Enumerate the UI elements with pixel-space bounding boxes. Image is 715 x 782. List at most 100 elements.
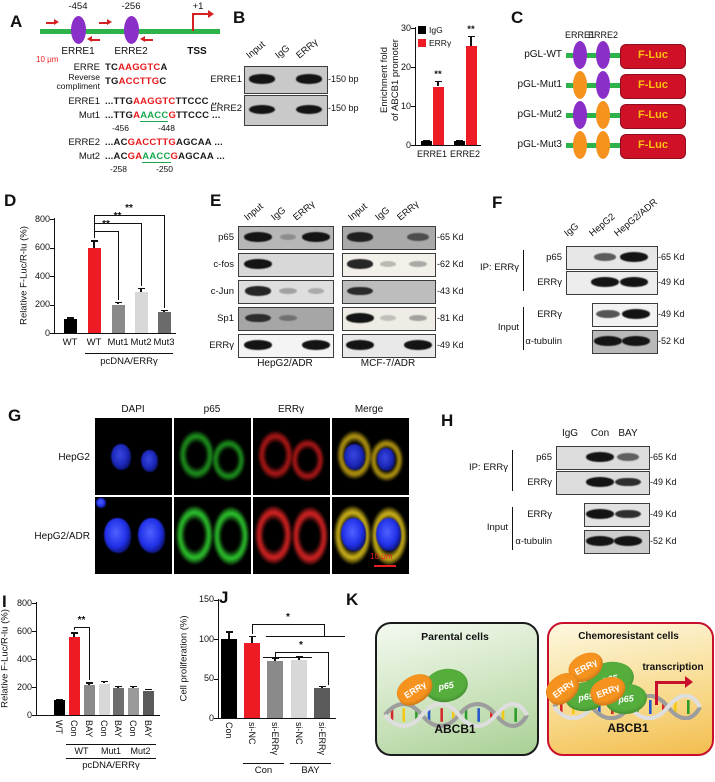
- y-tick: [214, 678, 218, 680]
- sequence: ...ACGACCTTGAGCAA ...: [105, 137, 223, 148]
- error-bar: [274, 657, 276, 661]
- blot-band: [614, 477, 642, 487]
- sig-label: **: [102, 219, 110, 230]
- construct-header: ERRE1: [564, 30, 595, 40]
- bar: [221, 639, 237, 718]
- sig-bracket: [252, 624, 325, 626]
- blot-band: [622, 309, 650, 319]
- y-axis: [218, 599, 220, 720]
- y-tick-label: 150: [198, 594, 214, 605]
- blot-size-label: -150 bp: [328, 74, 359, 84]
- blot-band: [586, 536, 614, 546]
- error-bar-cap: [467, 35, 475, 37]
- x-tick-label: Mut3: [153, 337, 175, 348]
- blot-row-label: ERRE1: [210, 74, 242, 85]
- group-label: pcDNA/ERRγ: [82, 760, 140, 771]
- bar: [157, 311, 171, 333]
- x-tick-label: Mut2: [130, 337, 152, 348]
- erre1-oval: [71, 16, 86, 44]
- blot-size-label: -62 Kd: [437, 259, 464, 269]
- primer-reverse-icon-head: [87, 36, 92, 42]
- y-tick-label: 400: [34, 270, 50, 281]
- seq-segment: TTCCC ...: [176, 110, 221, 121]
- if-image-HepG2/ADR-ERRγ: [253, 497, 330, 574]
- y-tick-label: 50: [203, 673, 214, 684]
- y-tick: [50, 333, 54, 335]
- group-underline: [243, 763, 284, 765]
- y-tick-label: 20: [400, 61, 411, 72]
- cell-nucleus: [104, 518, 131, 553]
- panel-label-F: F: [492, 193, 503, 212]
- blot-band: [620, 252, 648, 262]
- group-underline: [290, 763, 331, 765]
- y-tick: [32, 715, 36, 717]
- seq-segment: TTCCC ...: [175, 96, 221, 107]
- blot-band: [346, 286, 374, 296]
- y-tick-label: 30: [400, 22, 411, 33]
- blot-row-label: α-tubulin: [515, 536, 552, 547]
- blot-band: [279, 287, 297, 295]
- blot-band: [404, 340, 432, 350]
- group-underline: [66, 758, 156, 760]
- blot-band: [244, 340, 272, 350]
- seq-position: -250: [156, 164, 174, 174]
- y-tick: [214, 639, 218, 641]
- x-tick-label: BAY: [143, 720, 153, 738]
- error-bar-cap: [114, 301, 122, 304]
- y-tick: [214, 718, 218, 720]
- panel-label-G: G: [8, 406, 22, 425]
- parental-cells-title: Parental cells: [421, 631, 489, 643]
- blot-band: [346, 259, 374, 269]
- error-bar-cap: [248, 636, 256, 638]
- seq-segment: ACCTTG: [118, 76, 160, 87]
- sig-bracket: [141, 223, 143, 287]
- construct-line: [566, 83, 622, 88]
- cell-nucleus: [138, 518, 165, 553]
- luciferase-label: F-Luc: [638, 139, 668, 151]
- bar: [98, 683, 110, 715]
- panel-label-I: I: [2, 592, 7, 611]
- x-tick-label: si-ERRγ: [317, 722, 327, 755]
- seq-position: -456: [112, 123, 130, 133]
- bar: [314, 688, 330, 718]
- sig-bracket: [266, 636, 345, 638]
- bar: [453, 141, 465, 145]
- seq-row-label: Mut2: [78, 151, 100, 162]
- blot-row-label: ERRγ: [527, 509, 552, 520]
- x-tick-label: Con: [128, 720, 138, 737]
- bar: [87, 247, 101, 333]
- group-label: WT: [74, 746, 89, 756]
- y-tick: [50, 276, 54, 278]
- erre2-position: -256: [121, 1, 141, 12]
- error-bar-cap: [160, 309, 168, 312]
- error-bar-cap: [70, 632, 78, 634]
- y-tick: [411, 106, 415, 108]
- blot-band: [586, 477, 614, 487]
- blot-band: [409, 314, 427, 322]
- cell-nucleus: [377, 448, 395, 471]
- y-tick: [214, 599, 218, 602]
- group-label: Mut2: [130, 746, 151, 756]
- sig-bracket: [275, 652, 277, 658]
- bar: [83, 684, 95, 715]
- luciferase-label: F-Luc: [638, 109, 668, 121]
- x-tick-label: Mut1: [107, 337, 129, 348]
- sequence: ...TTGAAGGTCTTCCC ...: [105, 96, 220, 107]
- scale-bar: [374, 565, 396, 567]
- purple-erre-oval: [596, 41, 610, 69]
- bar: [432, 86, 444, 145]
- bar: [68, 637, 80, 715]
- y-axis-label-line: Enrichment fold: [379, 47, 390, 114]
- blot-size-label: -65 Kd: [437, 232, 464, 242]
- blot-band: [245, 313, 271, 323]
- seq-position: -258: [110, 164, 128, 174]
- blot-band: [591, 277, 619, 287]
- if-column-header: DAPI: [121, 404, 145, 415]
- construct-line: [566, 143, 622, 148]
- blot-group-label: HepG2/ADR: [257, 358, 313, 369]
- cell-nucleus: [141, 450, 158, 472]
- seq-segment: AGCAA ...: [178, 151, 225, 162]
- blot-row-label: c-fos: [213, 259, 234, 270]
- blot-band: [244, 286, 272, 296]
- cell-stain-ring: [291, 439, 324, 481]
